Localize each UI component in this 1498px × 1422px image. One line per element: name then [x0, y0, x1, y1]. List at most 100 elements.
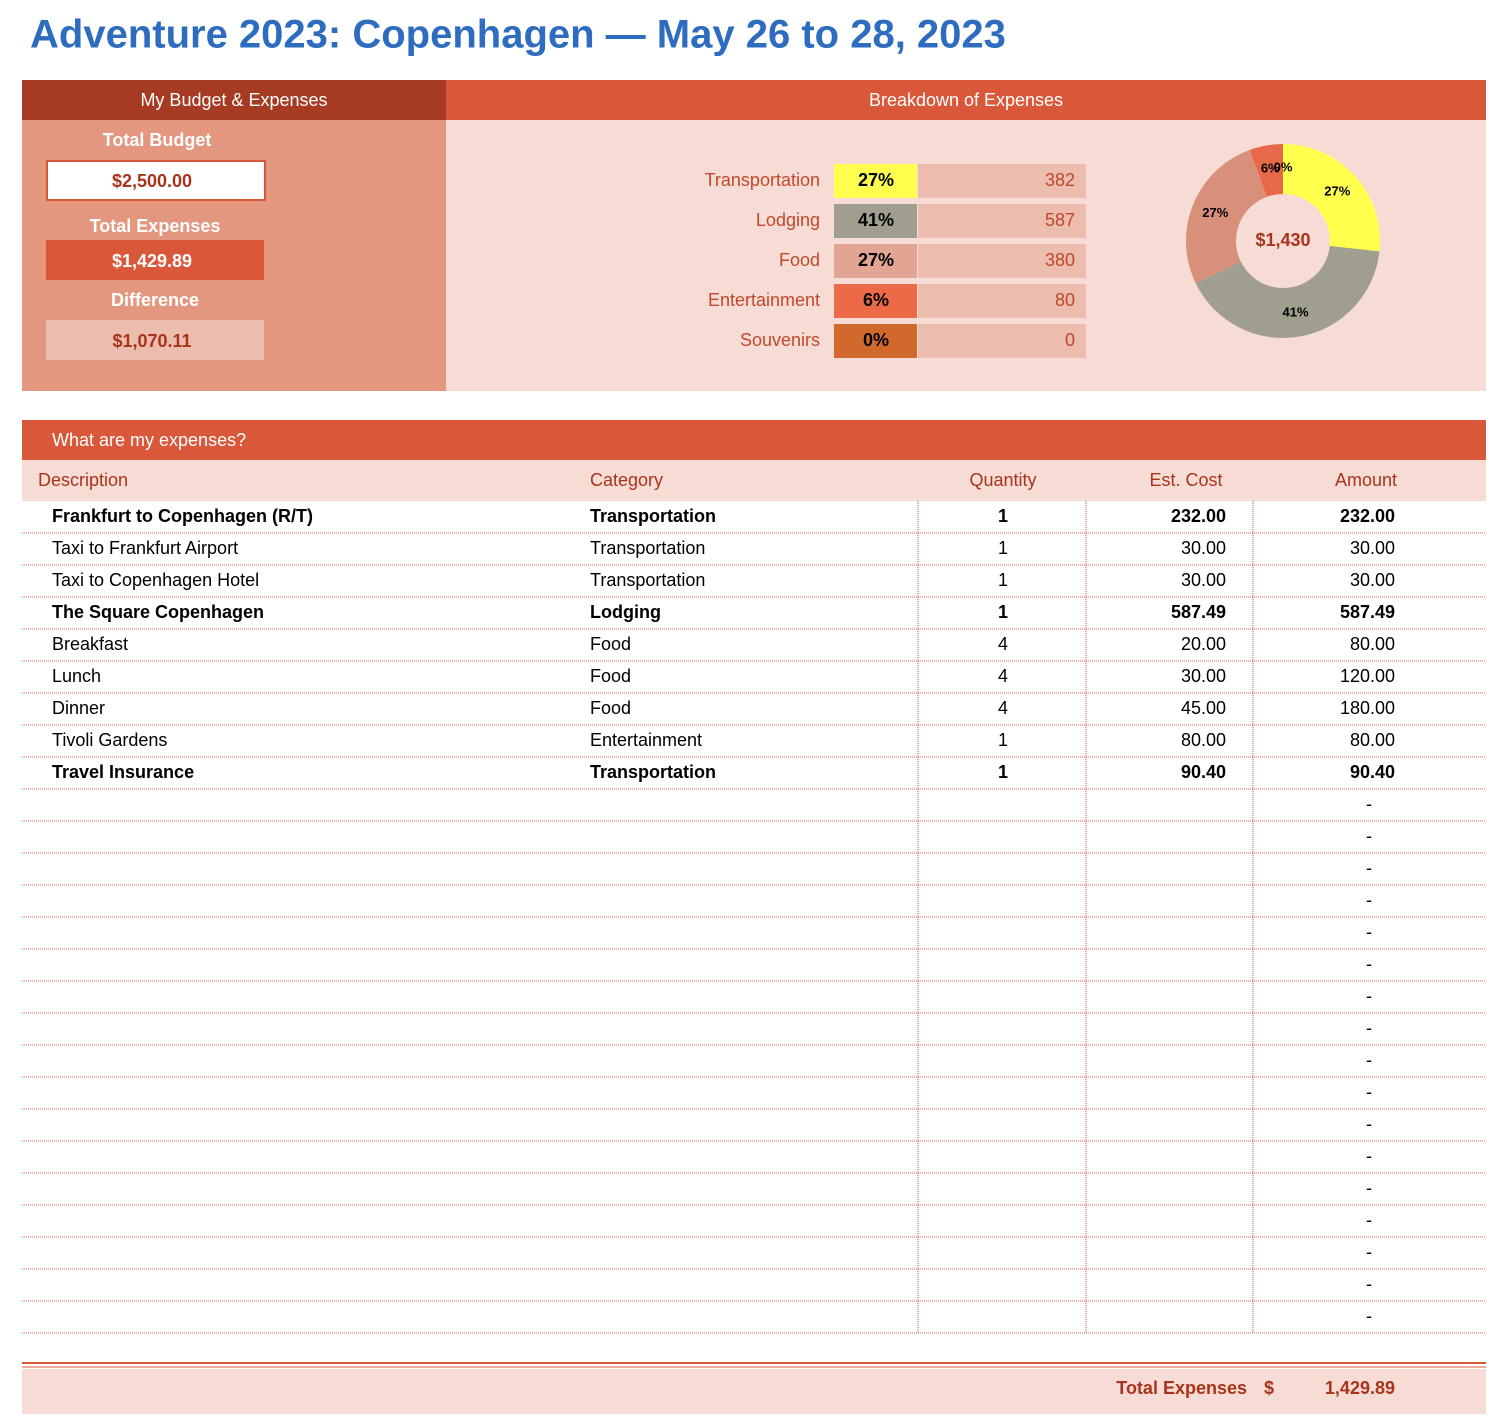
cell: 120.00 [1340, 666, 1395, 686]
cell: - [1366, 1178, 1372, 1198]
column-header: Amount [1335, 470, 1397, 490]
amount-cell [918, 284, 1086, 318]
percent-cell [834, 164, 917, 198]
percent: 0% [863, 330, 889, 350]
column-header: Est. Cost [1149, 470, 1222, 490]
cell: 90.40 [1350, 762, 1395, 782]
cell: 45.00 [1181, 698, 1226, 718]
donut-segment [1195, 246, 1380, 338]
cell: Transportation [590, 538, 705, 558]
amount: 382 [1045, 170, 1075, 190]
cell: 4 [998, 634, 1008, 654]
donut-segment [1283, 144, 1380, 252]
cell: Dinner [52, 698, 105, 718]
cell: 232.00 [1171, 506, 1226, 526]
cell: 30.00 [1181, 666, 1226, 686]
cell: Travel Insurance [52, 762, 194, 782]
percent: 6% [863, 290, 889, 310]
cell: 20.00 [1181, 634, 1226, 654]
column-header: Description [38, 470, 128, 490]
cell: - [1366, 1146, 1372, 1166]
cell: - [1366, 794, 1372, 814]
cell: - [1366, 1050, 1372, 1070]
cell: 1 [998, 602, 1008, 622]
value-box [46, 240, 264, 280]
donut-segment [1249, 144, 1283, 197]
cell: - [1366, 1114, 1372, 1134]
amount-cell [918, 324, 1086, 358]
cell: - [1366, 1082, 1372, 1102]
cell: 1 [998, 506, 1008, 526]
cell: Transportation [590, 506, 716, 526]
amount-cell [918, 204, 1086, 238]
breakdown-header: Breakdown of Expenses [869, 90, 1063, 110]
cell: 1 [998, 538, 1008, 558]
percent: 41% [858, 210, 894, 230]
label: Total Expenses [90, 216, 221, 236]
percent: 27% [858, 250, 894, 270]
cell: 180.00 [1340, 698, 1395, 718]
data-label: 27% [1202, 205, 1228, 220]
cell: 4 [998, 698, 1008, 718]
cell: 1 [998, 762, 1008, 782]
cell: Entertainment [590, 730, 702, 750]
cell: 1 [998, 570, 1008, 590]
cell: - [1366, 954, 1372, 974]
cell: 30.00 [1181, 570, 1226, 590]
expenses-header-bg [22, 420, 1486, 460]
cell: Taxi to Copenhagen Hotel [52, 570, 259, 590]
data-label: 41% [1283, 304, 1309, 319]
cell: - [1366, 1274, 1372, 1294]
percent-cell [834, 284, 917, 318]
cell: Breakfast [52, 634, 128, 654]
value: $2,500.00 [112, 171, 192, 191]
page-title: Adventure 2023: Copenhagen — May 26 to 2… [30, 13, 1006, 57]
cell: - [1366, 890, 1372, 910]
cell: 1 [998, 730, 1008, 750]
expenses-header: What are my expenses? [52, 430, 246, 450]
cell: - [1366, 858, 1372, 878]
column-header: Category [590, 470, 663, 490]
percent-cell [834, 324, 917, 358]
category-label: Souvenirs [740, 330, 820, 350]
cell: 30.00 [1350, 570, 1395, 590]
label: Difference [111, 290, 199, 310]
cell: - [1366, 986, 1372, 1006]
breakdown-header-bg [446, 80, 1486, 120]
amount-cell [918, 164, 1086, 198]
percent-cell [834, 244, 917, 278]
value: $1,429.89 [112, 251, 192, 271]
cell: Taxi to Frankfurt Airport [52, 538, 238, 558]
cell: 232.00 [1340, 506, 1395, 526]
column-header: Quantity [969, 470, 1036, 490]
value: $1,070.11 [112, 331, 191, 351]
cell: 80.00 [1350, 730, 1395, 750]
category-label: Entertainment [708, 290, 820, 310]
total-currency: $ [1264, 1378, 1274, 1398]
cell: 30.00 [1181, 538, 1226, 558]
amount-cell [918, 244, 1086, 278]
cell: - [1366, 826, 1372, 846]
cell: 587.49 [1340, 602, 1395, 622]
cell: Tivoli Gardens [52, 730, 167, 750]
column-header-bg [22, 460, 1486, 501]
cell: - [1366, 922, 1372, 942]
center-label: $1,430 [1255, 230, 1310, 250]
total-label: Total Expenses [1116, 1378, 1247, 1398]
data-label: 27% [1324, 184, 1350, 199]
category-label: Transportation [705, 170, 820, 190]
cell: 30.00 [1350, 538, 1395, 558]
label: Total Budget [103, 130, 212, 150]
cell: Transportation [590, 570, 705, 590]
cell: 80.00 [1181, 730, 1226, 750]
value-box [46, 320, 264, 360]
cell: Food [590, 634, 631, 654]
total-bar [22, 1369, 1486, 1414]
cell: - [1366, 1210, 1372, 1230]
cell: Lunch [52, 666, 101, 686]
cell: The Square Copenhagen [52, 602, 264, 622]
cell: Lodging [590, 602, 661, 622]
amount: 587 [1045, 210, 1075, 230]
budget-header-bg [22, 80, 446, 120]
cell: - [1366, 1306, 1372, 1326]
